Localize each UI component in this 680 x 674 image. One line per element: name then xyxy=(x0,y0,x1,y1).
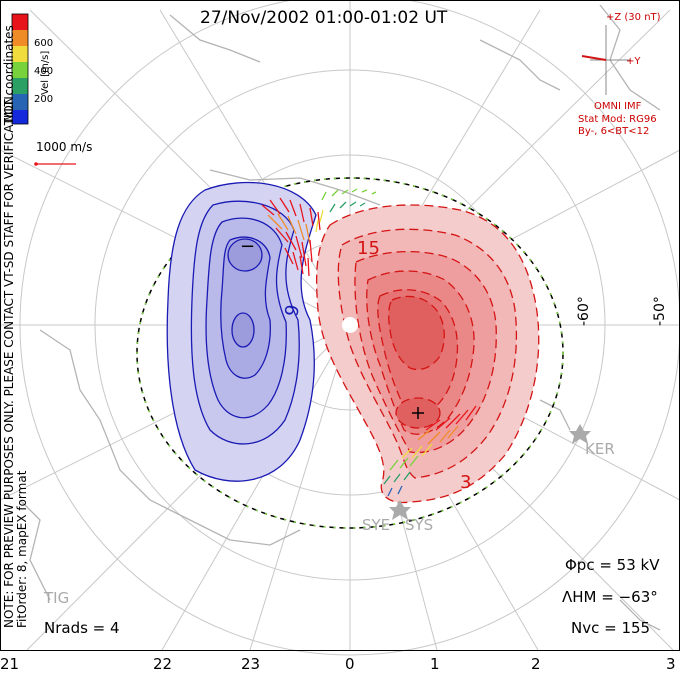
positive-potential-cell xyxy=(315,204,540,504)
hm-boundary-vectors xyxy=(136,177,564,529)
velocity-vectors-lower xyxy=(383,405,477,497)
mlt-label-3: 3 xyxy=(666,655,676,673)
latitude-label-60: -60° xyxy=(576,296,592,326)
stat-lambda-hm: ΛHM = −63° xyxy=(562,588,658,606)
stat-phi-pc: Φpc = 53 kV xyxy=(565,556,660,574)
latitude-label-50: -50° xyxy=(652,296,668,326)
potential-max-marker xyxy=(412,407,424,419)
imf-y-label: +Y xyxy=(626,56,641,67)
colorbar-tick-400: 400 xyxy=(34,66,54,77)
velocity-vectors-upper xyxy=(261,188,377,277)
colorbar-tick-200: 200 xyxy=(34,94,54,105)
reference-vector xyxy=(34,162,76,166)
mlt-label-22: 22 xyxy=(153,655,173,673)
station-markers xyxy=(389,424,591,520)
negative-potential-cell xyxy=(166,181,317,482)
mlt-label-2: 2 xyxy=(531,655,541,673)
station-sye: SYE xyxy=(362,516,391,534)
mlt-label-1: 1 xyxy=(430,655,440,673)
mlt-label-0: 0 xyxy=(345,655,355,673)
imf-source: OMNI IMF xyxy=(594,101,642,112)
stat-n-rads: Nrads = 4 xyxy=(44,619,120,637)
imf-clock xyxy=(581,25,630,95)
coastlines xyxy=(19,4,661,631)
velocity-colorbar xyxy=(11,13,29,125)
station-sys: SYS xyxy=(405,516,434,534)
imf-condition: By-, 6<BT<12 xyxy=(578,126,650,137)
fit-order-note: FitOrder: 8, mapEX format xyxy=(15,470,29,628)
mlt-label-23: 23 xyxy=(241,655,261,673)
station-tig: TIG xyxy=(44,589,70,607)
colorbar-tick-600: 600 xyxy=(34,38,54,49)
magnetic-pole-marker xyxy=(342,317,358,333)
preview-note: NOTE: FOR PREVIEW PURPOSES ONLY. PLEASE … xyxy=(2,92,16,628)
negative-cell-minus: − xyxy=(240,236,256,257)
map-title: 27/Nov/2002 01:00-01:02 UT xyxy=(200,8,448,28)
positive-contour-label: 15 xyxy=(357,238,380,259)
reference-vector-label: 1000 m/s xyxy=(36,140,93,154)
positive-contour-label-low: 3 xyxy=(460,472,472,493)
mlt-label-21: 21 xyxy=(0,655,20,673)
imf-z-label: +Z (30 nT) xyxy=(606,12,661,23)
imf-model: Stat Mod: RG96 xyxy=(578,114,657,125)
station-ker: KER xyxy=(585,440,615,458)
stat-n-vc: Nvc = 155 xyxy=(571,619,651,637)
